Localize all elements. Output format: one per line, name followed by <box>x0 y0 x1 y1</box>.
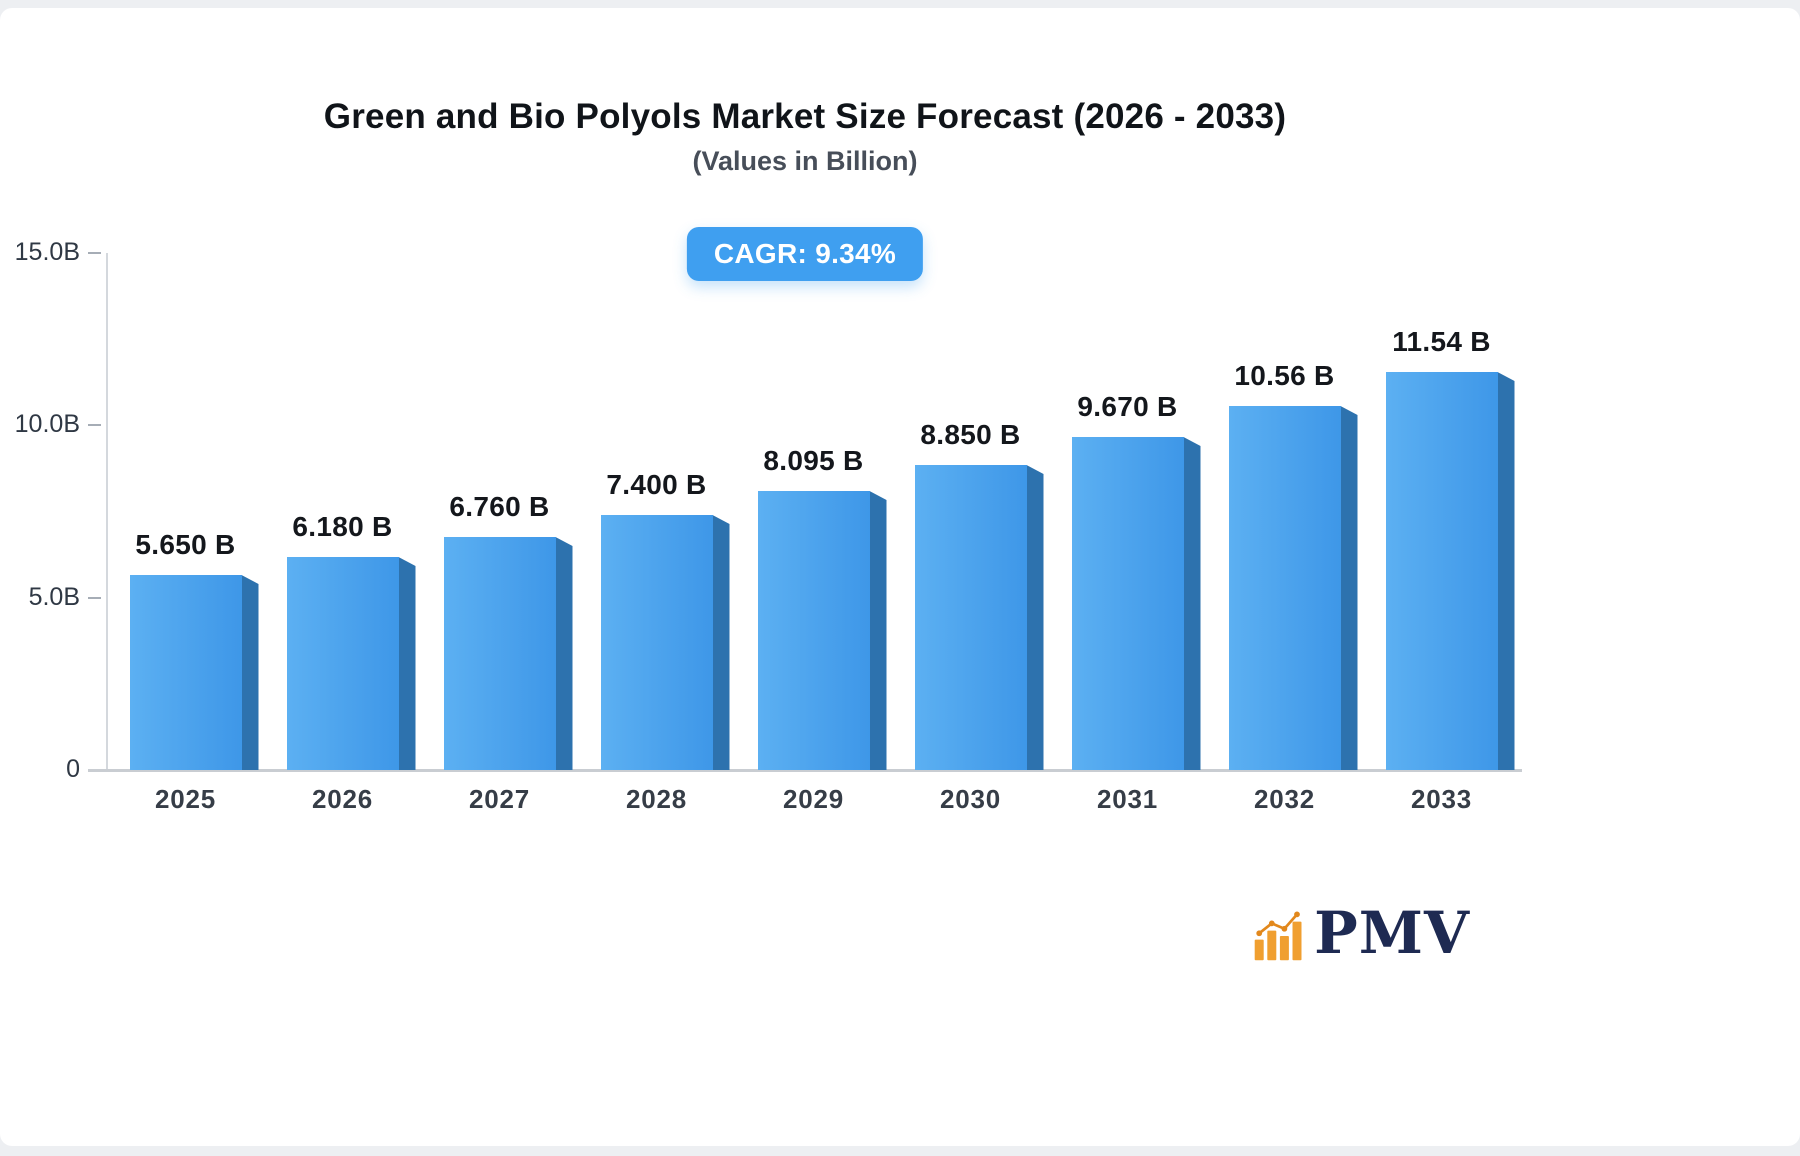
bar-chart-icon <box>1254 911 1302 961</box>
bar <box>1228 406 1341 770</box>
bar-side-3d <box>1026 465 1044 770</box>
bar <box>600 515 713 770</box>
bar <box>286 557 399 770</box>
y-axis-line <box>106 253 108 770</box>
y-axis-tick-label: 10.0B <box>14 410 80 439</box>
bar-value-label: 5.650 B <box>135 529 236 560</box>
bar-value-label: 11.54 B <box>1392 326 1491 357</box>
bar <box>1385 372 1498 770</box>
bar <box>914 465 1027 770</box>
bar-side-3d <box>1340 406 1358 770</box>
x-axis-label: 2026 <box>311 784 374 814</box>
chart-header: Green and Bio Polyols Market Size Foreca… <box>0 96 1610 177</box>
bar-side-3d <box>712 515 730 770</box>
x-axis-label: 2032 <box>1253 784 1316 814</box>
bar <box>757 491 870 770</box>
chart-title: Green and Bio Polyols Market Size Foreca… <box>323 97 1287 136</box>
y-axis-tick-mark <box>88 252 101 254</box>
chart-subtitle: (Values in Billion) <box>692 146 918 176</box>
bar-side-3d <box>1497 372 1515 770</box>
y-axis-tick-label: 0 <box>66 755 80 783</box>
x-axis-label: 2031 <box>1096 784 1159 814</box>
cagr-badge-label: CAGR: 9.34% <box>713 238 897 269</box>
x-axis-label: 2025 <box>154 784 217 814</box>
bar-side-3d <box>1183 437 1201 770</box>
x-axis-line <box>88 769 1522 772</box>
bar-value-label: 8.850 B <box>920 419 1021 450</box>
y-axis-tick-label: 15.0B <box>14 238 80 266</box>
bar-value-label: 10.56 B <box>1234 360 1335 391</box>
x-axis-label: 2027 <box>468 784 531 814</box>
x-axis-label: 2030 <box>939 784 1002 814</box>
y-axis-tick-mark <box>88 424 101 427</box>
y-axis-tick-label: 5.0B <box>28 582 80 611</box>
bar-side-3d <box>241 575 259 770</box>
cagr-badge: CAGR: 9.34% <box>686 227 924 281</box>
x-axis-label: 2033 <box>1410 784 1473 814</box>
bar <box>443 537 556 770</box>
bar-side-3d <box>869 491 887 770</box>
bar <box>129 575 242 770</box>
bar-value-label: 6.760 B <box>449 491 550 522</box>
bar-value-label: 7.400 B <box>606 469 707 500</box>
bar-value-label: 6.180 B <box>292 511 393 542</box>
x-axis-label: 2029 <box>782 784 845 814</box>
pmv-logo: PMV <box>1252 903 1470 963</box>
bar-side-3d <box>555 537 573 770</box>
bar-side-3d <box>398 557 416 770</box>
x-axis-label: 2028 <box>625 784 688 814</box>
bar <box>1071 437 1184 770</box>
bar-value-label: 9.670 B <box>1077 391 1178 422</box>
y-axis-tick-mark <box>88 596 101 599</box>
pmv-logo-text: PMV <box>1314 899 1470 967</box>
bar-value-label: 8.095 B <box>763 445 864 476</box>
